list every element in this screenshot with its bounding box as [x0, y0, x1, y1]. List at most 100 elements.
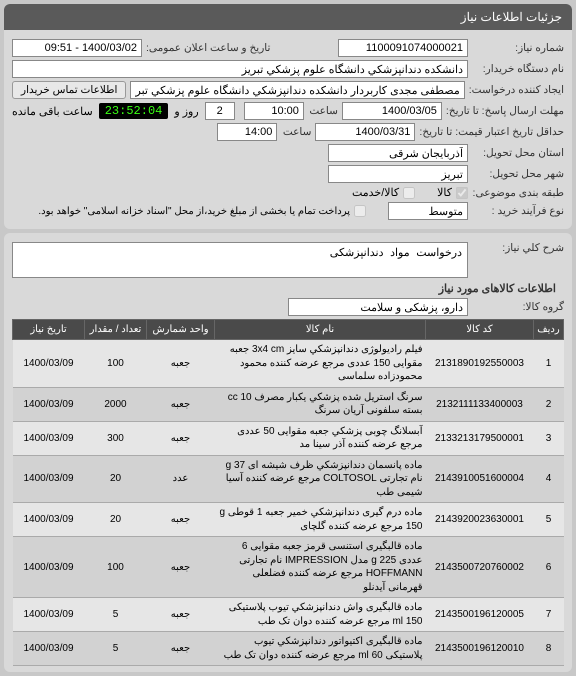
cell-code: 2133213179500001 [426, 421, 534, 455]
need-no-label: شماره نیاز: [472, 42, 564, 54]
table-row[interactable]: 72143500196120005ماده قالبگیری واش دندان… [13, 598, 564, 632]
cell-qty: 5 [85, 598, 147, 632]
cell-unit: جعبه [147, 340, 215, 388]
service-checkbox [403, 187, 415, 199]
th-code[interactable]: کد کالا [426, 320, 534, 340]
items-table: ردیف کد کالا نام کالا واحد شمارش تعداد /… [12, 319, 564, 666]
time-label-1: ساعت [308, 105, 338, 117]
cell-date: 1400/03/09 [13, 632, 85, 666]
cell-code: 2143910051600004 [426, 455, 534, 503]
buyer-input [12, 60, 468, 78]
valid-label: حداقل تاریخ اعتبار قیمت: تا تاریخ: [419, 126, 564, 138]
cell-qty: 20 [85, 455, 147, 503]
cell-qty: 20 [85, 503, 147, 537]
province-input [328, 144, 468, 162]
cell-unit: جعبه [147, 387, 215, 421]
th-idx[interactable]: ردیف [534, 320, 564, 340]
deadline-time-input [244, 102, 304, 120]
table-row[interactable]: 52143920023630001ماده درم گیری دندانپزشک… [13, 503, 564, 537]
cell-idx: 1 [534, 340, 564, 388]
table-row[interactable]: 12131890192550003فیلم رادیولوژی دندانپزش… [13, 340, 564, 388]
requester-input [130, 81, 464, 99]
th-date[interactable]: تاریخ نیاز [13, 320, 85, 340]
announce-input [12, 39, 142, 57]
th-unit[interactable]: واحد شمارش [147, 320, 215, 340]
th-name[interactable]: نام کالا [215, 320, 426, 340]
announce-label: تاریخ و ساعت اعلان عمومی: [146, 42, 270, 54]
cell-idx: 7 [534, 598, 564, 632]
cell-name: ماده درم گیری دندانپزشکي خمیر جعبه 1 قوط… [215, 503, 426, 537]
cell-date: 1400/03/09 [13, 387, 85, 421]
cell-date: 1400/03/09 [13, 537, 85, 598]
cell-name: فیلم رادیولوژی دندانپزشکي سایز 3x4 cm جع… [215, 340, 426, 388]
need-no-input [338, 39, 468, 57]
cell-code: 2143500196120010 [426, 632, 534, 666]
cell-qty: 100 [85, 537, 147, 598]
table-row[interactable]: 82143500196120010ماده قالبگیری اکتیواتور… [13, 632, 564, 666]
cell-idx: 4 [534, 455, 564, 503]
cell-name: ماده قالبگیری واش دندانپزشکي تیوب پلاستی… [215, 598, 426, 632]
cell-name: ماده پانسمان دندانپزشکي ظرف شیشه ای g 37… [215, 455, 426, 503]
cell-unit: جعبه [147, 537, 215, 598]
cell-qty: 5 [85, 632, 147, 666]
cell-unit: جعبه [147, 598, 215, 632]
process-label: نوع فرآیند خرید : [472, 205, 564, 217]
remaining-label: ساعت باقی مانده [12, 105, 93, 118]
goods-opt-label: کالا [437, 186, 452, 199]
group-label: گروه کالا: [472, 301, 564, 313]
cell-idx: 6 [534, 537, 564, 598]
cell-date: 1400/03/09 [13, 455, 85, 503]
cell-code: 2143500196120005 [426, 598, 534, 632]
table-row[interactable]: 42143910051600004ماده پانسمان دندانپزشکي… [13, 455, 564, 503]
group-type-label: طبقه بندی موضوعی: [472, 187, 564, 199]
cell-code: 2132111133400003 [426, 387, 534, 421]
desc-title-label: شرح کلي نیاز: [472, 242, 564, 254]
items-section-label: اطلاعات کالاهای مورد نیاز [20, 282, 556, 295]
buyer-label: نام دستگاه خریدار: [472, 63, 564, 75]
cell-date: 1400/03/09 [13, 340, 85, 388]
cell-code: 2143920023630001 [426, 503, 534, 537]
table-row[interactable]: 32133213179500001آبسلانگ چوبی پزشکي جعبه… [13, 421, 564, 455]
cell-unit: جعبه [147, 632, 215, 666]
valid-time-input [217, 123, 277, 141]
goods-checkbox [456, 187, 468, 199]
process-input [388, 202, 468, 220]
cell-date: 1400/03/09 [13, 503, 85, 537]
deadline-date-input [342, 102, 442, 120]
cell-name: ماده قالبگیری اکتیواتور دندانپزشکي تیوب … [215, 632, 426, 666]
partial-label: پرداخت تمام یا بخشی از مبلغ خرید،از محل … [38, 206, 350, 217]
cell-idx: 3 [534, 421, 564, 455]
contact-button[interactable]: اطلاعات تماس خریدار [12, 81, 126, 99]
table-row[interactable]: 22132111133400003سرنگ استریل شده پزشکي ی… [13, 387, 564, 421]
desc-textarea[interactable]: درخواست مواد دندانپزشکی [12, 242, 468, 278]
th-qty[interactable]: تعداد / مقدار [85, 320, 147, 340]
cell-name: ماده قالبگیری استنسی قرمز جعبه مقوایی 6 … [215, 537, 426, 598]
cell-date: 1400/03/09 [13, 421, 85, 455]
cell-unit: جعبه [147, 503, 215, 537]
cell-qty: 300 [85, 421, 147, 455]
cell-idx: 5 [534, 503, 564, 537]
cell-name: سرنگ استریل شده پزشکي یکبار مصرف cc 10 ب… [215, 387, 426, 421]
cell-qty: 100 [85, 340, 147, 388]
cell-unit: عدد [147, 455, 215, 503]
cell-name: آبسلانگ چوبی پزشکي جعبه مقوایی 50 عددی م… [215, 421, 426, 455]
cell-idx: 2 [534, 387, 564, 421]
cell-date: 1400/03/09 [13, 598, 85, 632]
table-row[interactable]: 62143500720760002ماده قالبگیری استنسی قر… [13, 537, 564, 598]
panel-header: جزئیات اطلاعات نیاز [4, 4, 572, 30]
days-input [205, 102, 235, 120]
valid-date-input [315, 123, 415, 141]
partial-checkbox [354, 205, 366, 217]
cell-unit: جعبه [147, 421, 215, 455]
group-input [288, 298, 468, 316]
cell-qty: 2000 [85, 387, 147, 421]
cell-idx: 8 [534, 632, 564, 666]
days-label: روز و [174, 105, 198, 118]
city-input [328, 165, 468, 183]
deadline-label: مهلت ارسال پاسخ: تا تاریخ: [446, 105, 564, 117]
remaining-time: 23:52:04 [99, 103, 169, 119]
city-label: شهر محل تحویل: [472, 168, 564, 180]
cell-code: 2131890192550003 [426, 340, 534, 388]
province-label: استان محل تحویل: [472, 147, 564, 159]
cell-code: 2143500720760002 [426, 537, 534, 598]
